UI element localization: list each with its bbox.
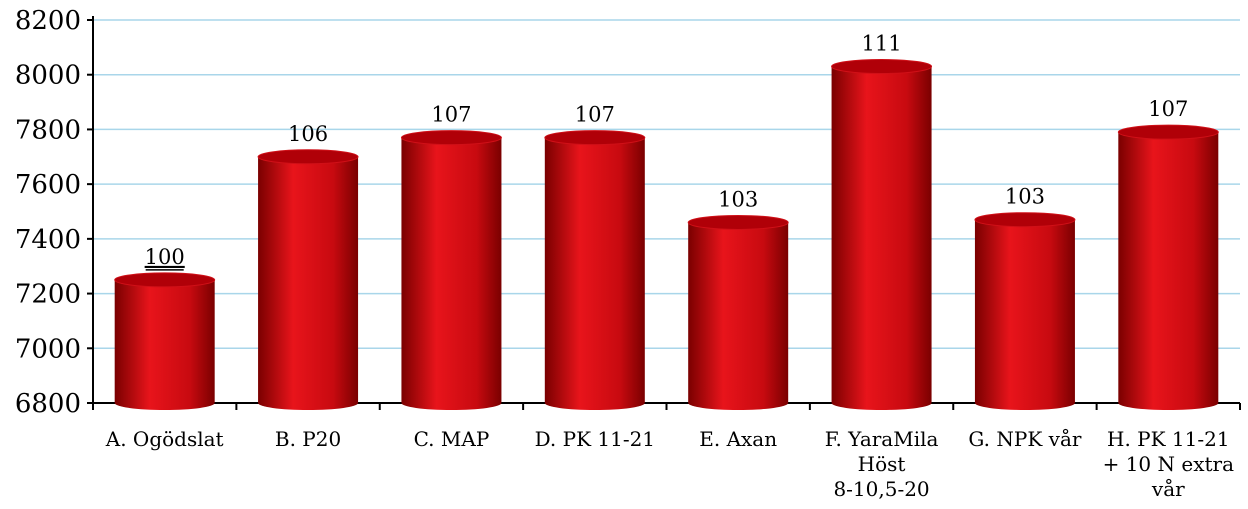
bar-top: [400, 130, 502, 146]
bar-top: [544, 130, 646, 146]
bars: [114, 59, 1219, 410]
y-tick-label: 7600: [15, 170, 81, 200]
data-label: 106: [288, 122, 328, 146]
bar: [401, 137, 502, 410]
bar: [544, 137, 645, 410]
category-label: A. Ogödslat: [105, 427, 224, 451]
category-label: G. NPK vår: [968, 427, 1081, 451]
bar: [114, 279, 215, 410]
category-label: C. MAP: [414, 427, 490, 451]
data-label: 103: [718, 187, 758, 211]
bar-top: [257, 149, 359, 165]
bar-top: [974, 212, 1076, 228]
bar-top: [1117, 124, 1219, 140]
y-tick-label: 7800: [15, 115, 81, 145]
y-tick-label: 6800: [15, 389, 81, 419]
bar: [831, 66, 932, 410]
bar: [1118, 132, 1219, 410]
data-label: 103: [1005, 185, 1045, 209]
bar-top: [114, 272, 216, 288]
category-label: B. P20: [275, 427, 341, 451]
category-label: F. YaraMila Höst 8-10,5-20: [825, 427, 939, 501]
category-label: E. Axan: [699, 427, 777, 451]
y-tick-label: 8200: [15, 6, 81, 36]
bar: [688, 222, 789, 410]
bar: [258, 156, 359, 410]
category-label: D. PK 11-21: [535, 427, 655, 451]
y-tick-label: 8000: [15, 61, 81, 91]
category-label: H. PK 11-21 + 10 N extra vår: [1103, 427, 1234, 501]
bar-top: [831, 59, 933, 75]
y-tick-label: 7000: [15, 334, 81, 364]
y-tick-label: 7400: [15, 225, 81, 255]
bar-top: [687, 214, 789, 230]
bar: [974, 219, 1075, 410]
data-label: 100: [145, 245, 185, 269]
data-label: 107: [575, 103, 615, 127]
y-tick-label: 7200: [15, 280, 81, 310]
labels: 6800 7000 7200 7400 7600 7800 8000 8200 100 A. Og…: [15, 6, 1234, 501]
data-label: 107: [431, 103, 471, 127]
data-label: 111: [862, 32, 902, 56]
data-label: 107: [1148, 97, 1188, 121]
